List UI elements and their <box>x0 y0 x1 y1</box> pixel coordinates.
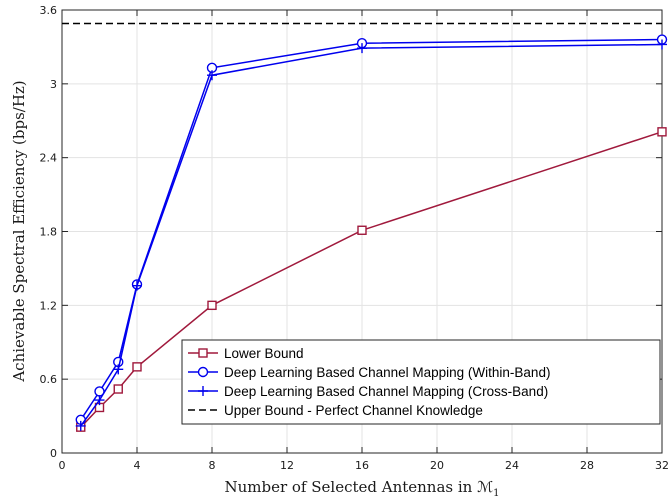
x-tick-label: 32 <box>655 459 668 472</box>
x-tick-label: 12 <box>280 459 294 472</box>
x-axis-label: Number of Selected Antennas in ℳ1 <box>224 478 499 499</box>
plus-marker <box>357 43 367 54</box>
y-tick-label: 0 <box>50 447 57 460</box>
x-tick-label: 4 <box>134 459 141 472</box>
series-0 <box>76 127 667 432</box>
y-tick-label: 0.6 <box>40 373 58 386</box>
square-marker <box>207 300 217 311</box>
x-tick-label: 28 <box>580 459 594 472</box>
plus-marker <box>113 364 124 375</box>
square-marker <box>132 362 142 372</box>
legend-entry: Lower Bound <box>224 346 304 361</box>
x-tick-label: 16 <box>355 459 369 472</box>
series-group <box>62 22 668 432</box>
y-tick-label: 1.2 <box>40 299 58 312</box>
plus-marker <box>207 70 217 81</box>
plus-marker <box>132 280 142 291</box>
square-marker <box>113 384 123 394</box>
x-tick-label: 8 <box>209 459 216 472</box>
x-tick-label: 20 <box>430 459 444 472</box>
axis-ticks: 0 4 8 12 16 20 24 28 32 0 0.6 1.2 1.8 2.4 3 3.6 <box>40 4 668 472</box>
plus-marker <box>198 386 208 396</box>
circle-marker <box>197 366 209 378</box>
square-marker <box>657 127 667 137</box>
legend-box <box>181 339 661 425</box>
plus-marker <box>657 39 667 50</box>
y-tick-label: 2.4 <box>40 152 58 165</box>
legend-entry: Deep Learning Based Channel Mapping (Cro… <box>224 384 548 399</box>
y-tick-label: 3 <box>50 78 57 91</box>
x-axis-label-subscript: 1 <box>493 488 499 499</box>
y-axis-label: Achievable Spectral Efficiency (bps/Hz) <box>10 80 28 382</box>
legend: Lower Bound Deep Learning Based Channel M… <box>181 339 661 425</box>
square-marker <box>357 225 367 235</box>
square-marker <box>198 348 208 358</box>
legend-entry: Upper Bound - Perfect Channel Knowledge <box>224 403 483 418</box>
x-tick-label: 0 <box>59 459 66 472</box>
legend-entry: Deep Learning Based Channel Mapping (Wit… <box>224 365 550 380</box>
x-tick-label: 24 <box>505 459 519 472</box>
y-tick-label: 1.8 <box>40 226 58 239</box>
plus-marker <box>94 395 105 406</box>
y-tick-label: 3.6 <box>40 4 58 17</box>
series-2 <box>75 39 667 431</box>
plus-marker <box>75 420 86 431</box>
